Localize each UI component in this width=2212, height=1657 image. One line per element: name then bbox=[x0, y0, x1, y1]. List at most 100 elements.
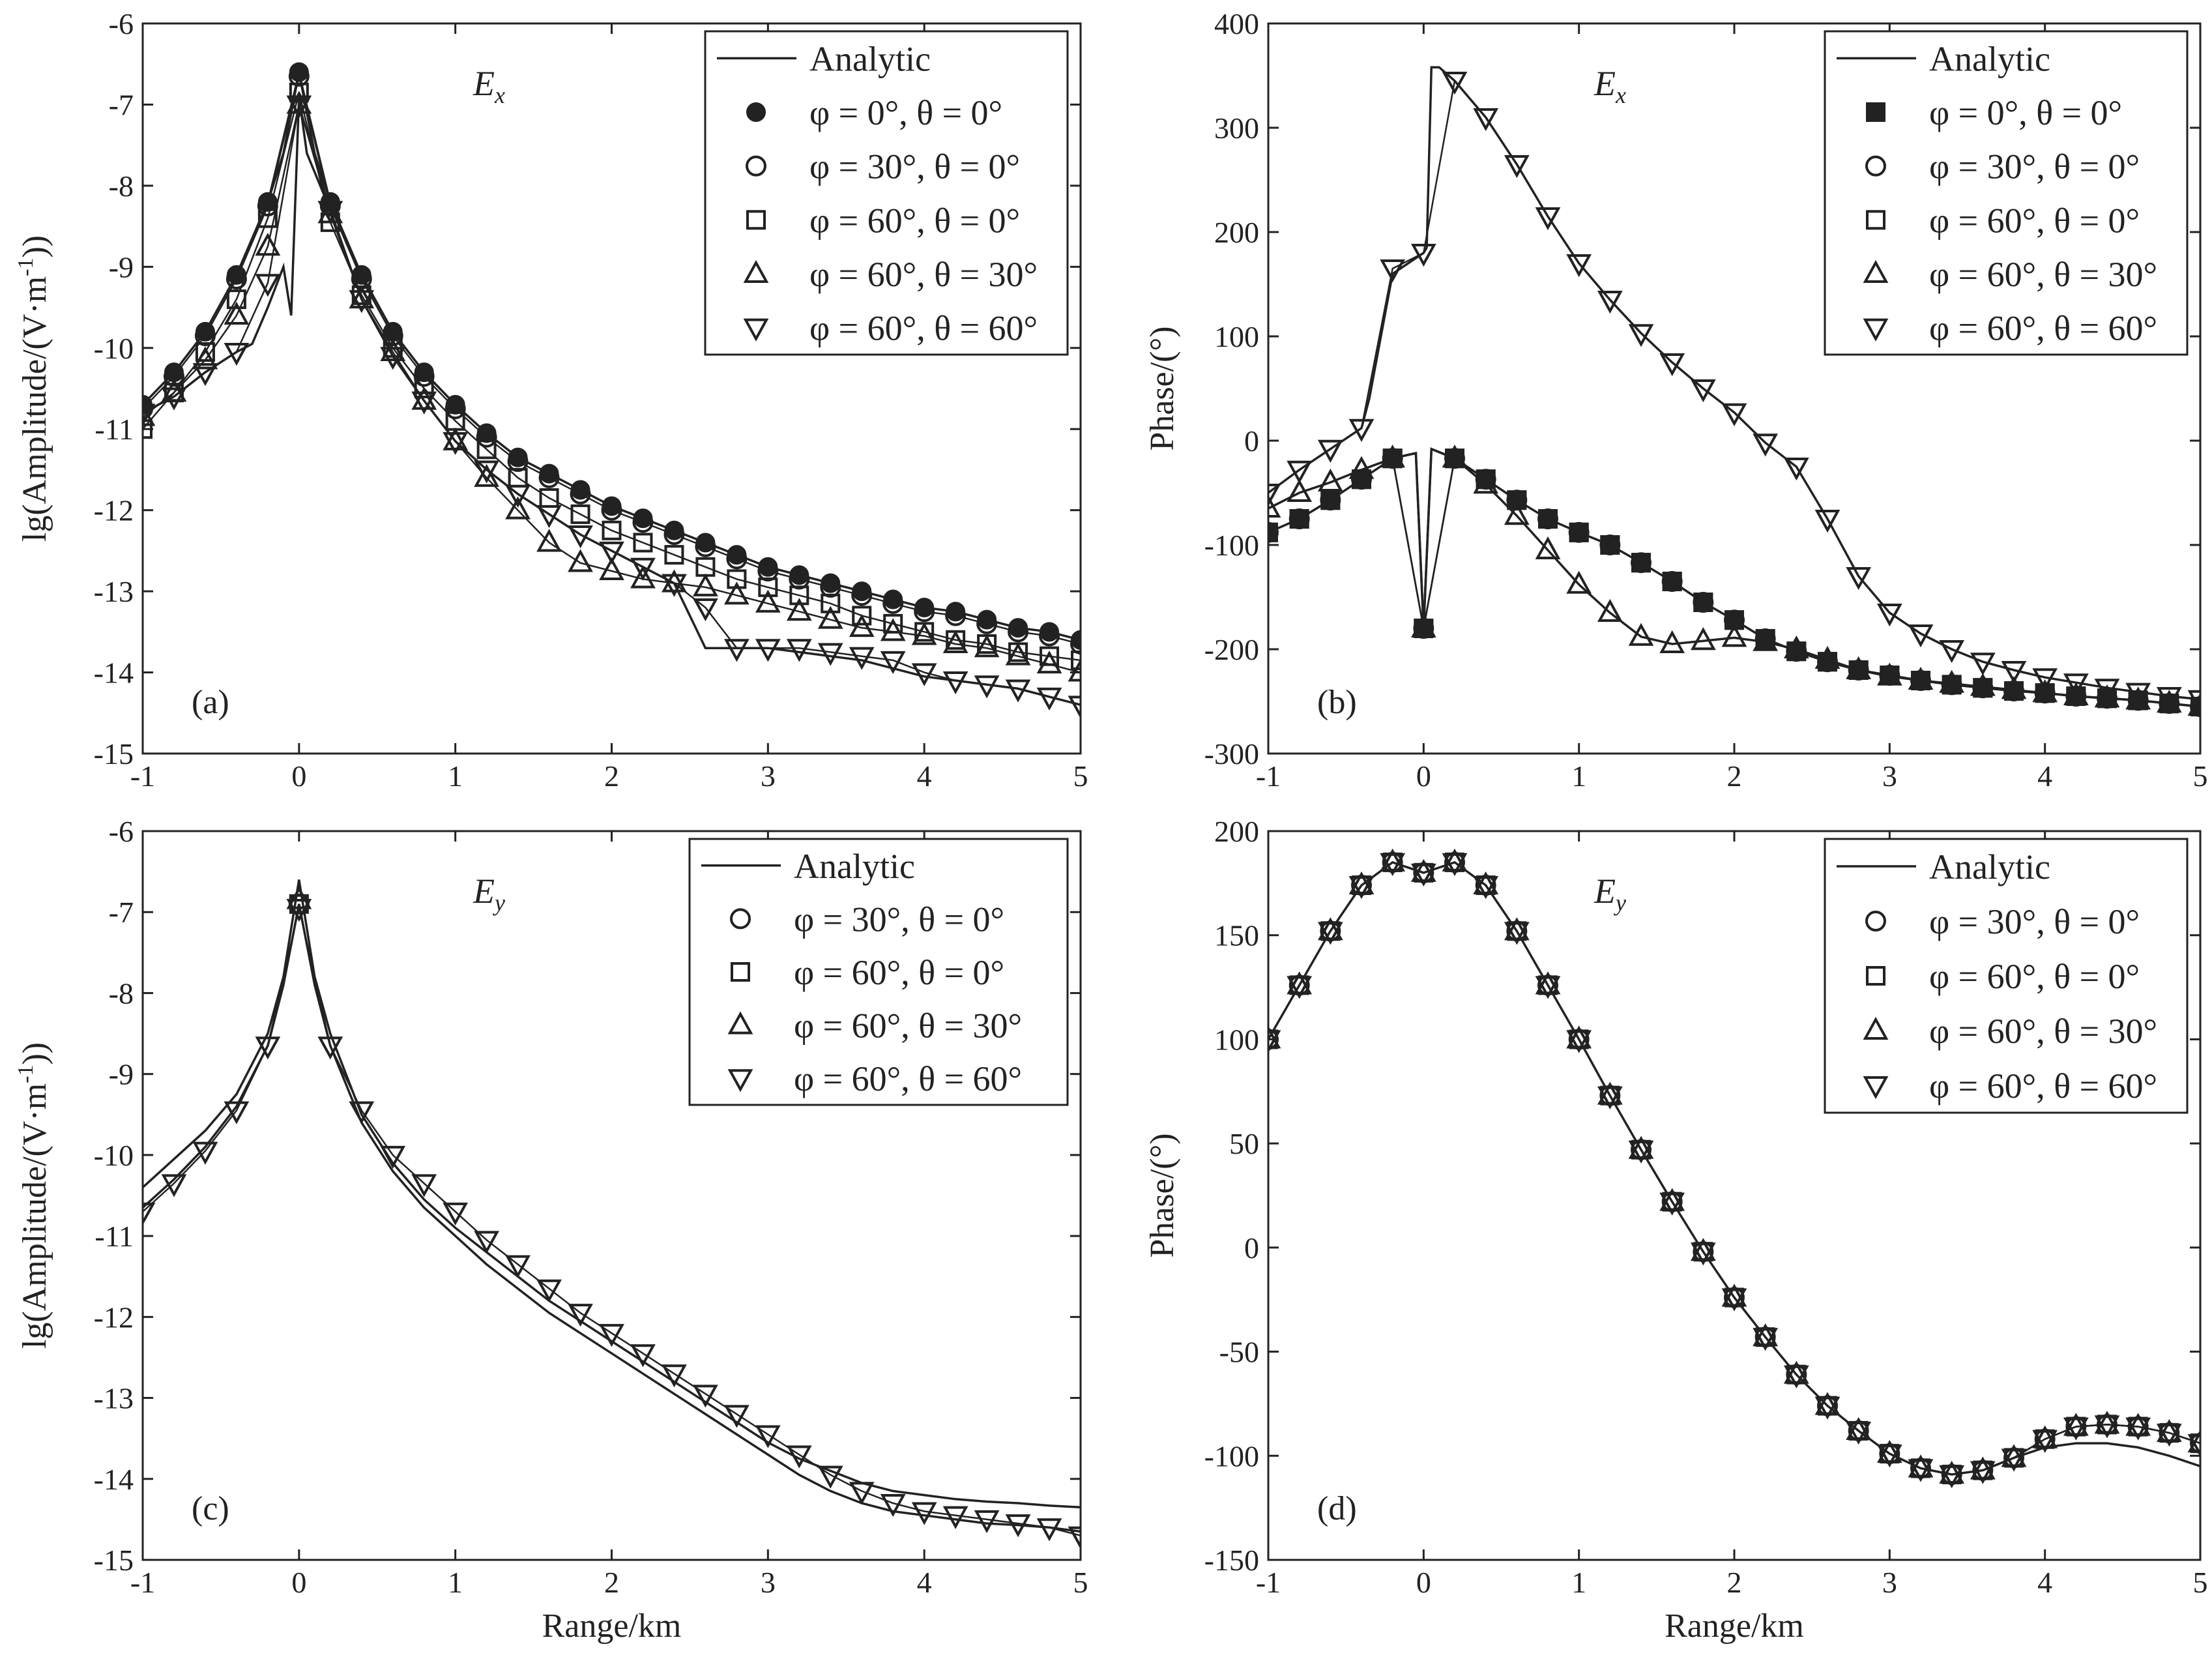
data-point bbox=[1504, 502, 1530, 525]
data-point bbox=[1659, 1192, 1685, 1216]
data-point bbox=[2156, 1424, 2182, 1447]
legend-label: φ = 0°, θ = 0° bbox=[1929, 93, 2122, 132]
data-point bbox=[789, 585, 809, 606]
y-tick-label: 0 bbox=[1244, 424, 1259, 458]
data-point bbox=[1380, 853, 1406, 877]
data-point bbox=[1320, 490, 1341, 510]
legend-marker bbox=[1865, 155, 1886, 177]
data-point bbox=[1348, 876, 1375, 900]
data-point bbox=[1008, 618, 1028, 638]
data-point bbox=[602, 520, 622, 540]
data-point bbox=[505, 484, 531, 508]
data-point bbox=[1753, 1328, 1779, 1351]
y-tick-label: -10 bbox=[94, 1139, 134, 1172]
y-axis-label: lg(Amplitude/(V·m-1)) bbox=[14, 235, 53, 542]
legend-label: φ = 60°, θ = 60° bbox=[1929, 1066, 2157, 1106]
data-point bbox=[536, 1279, 562, 1302]
data-point bbox=[2190, 1433, 2200, 1454]
x-tick-label: -1 bbox=[1256, 1566, 1281, 1599]
legend-marker bbox=[727, 1011, 753, 1034]
series-connector bbox=[143, 76, 1081, 645]
data-point bbox=[1970, 653, 1996, 676]
data-point bbox=[911, 663, 937, 686]
data-point bbox=[2001, 661, 2027, 684]
data-point bbox=[2187, 1434, 2200, 1458]
component-letter: E bbox=[1594, 872, 1616, 911]
data-point bbox=[1659, 630, 1685, 653]
y-tick-label: 300 bbox=[1214, 111, 1259, 145]
data-point bbox=[851, 585, 873, 606]
series-connector bbox=[143, 907, 1081, 1536]
data-point bbox=[570, 504, 590, 524]
series-group bbox=[143, 879, 1081, 1549]
data-point bbox=[662, 574, 687, 597]
panel-a: -1 0 1 2 3 4 5-15-14-13-12-11-10-9-8-7-6lg(Amp… bbox=[14, 7, 1088, 793]
data-point bbox=[755, 1425, 781, 1448]
series-group bbox=[143, 62, 1081, 719]
component-label: Ey bbox=[1594, 872, 1626, 916]
data-point bbox=[1268, 1029, 1278, 1049]
data-point bbox=[349, 1101, 375, 1124]
data-point bbox=[476, 439, 497, 460]
data-point bbox=[2001, 1444, 2027, 1467]
data-point bbox=[349, 290, 375, 314]
data-point bbox=[1442, 853, 1468, 877]
component-label: Ex bbox=[473, 64, 505, 108]
data-point bbox=[1504, 155, 1530, 179]
data-point bbox=[1721, 403, 1747, 426]
data-point bbox=[1317, 468, 1343, 491]
data-point bbox=[599, 1324, 624, 1347]
data-point bbox=[1876, 604, 1902, 627]
data-point bbox=[317, 1036, 343, 1060]
data-point bbox=[974, 634, 1000, 658]
y-tick-label: -6 bbox=[109, 7, 134, 40]
data-point bbox=[2032, 679, 2058, 703]
panel-label: (d) bbox=[1317, 1490, 1357, 1527]
data-point bbox=[786, 639, 812, 662]
data-point bbox=[289, 82, 309, 102]
data-point bbox=[849, 1482, 875, 1505]
legend-label: φ = 60°, θ = 60° bbox=[794, 1059, 1022, 1098]
data-point bbox=[1538, 509, 1558, 529]
data-point bbox=[411, 1174, 437, 1197]
legend-label: φ = 0°, θ = 0° bbox=[809, 93, 1002, 132]
data-point bbox=[852, 606, 872, 626]
x-tick-label: 2 bbox=[604, 1566, 619, 1599]
data-point bbox=[1846, 1416, 1872, 1440]
data-point bbox=[1287, 478, 1313, 502]
data-point bbox=[727, 569, 747, 589]
data-point bbox=[380, 347, 406, 370]
data-point bbox=[1970, 1461, 1996, 1484]
y-axis-label: Phase/(°) bbox=[1144, 1133, 1181, 1257]
data-point bbox=[880, 618, 906, 641]
y-tick-label: 100 bbox=[1214, 1023, 1259, 1056]
data-point bbox=[1535, 976, 1561, 999]
data-point bbox=[2125, 1413, 2151, 1436]
y-tick-label: -15 bbox=[94, 737, 134, 770]
data-point bbox=[1566, 1030, 1592, 1053]
y-axis-label-main: lg(Amplitude/(V·m bbox=[16, 1083, 53, 1349]
data-point bbox=[630, 565, 656, 589]
data-point bbox=[695, 536, 716, 557]
data-point bbox=[723, 581, 749, 605]
data-point bbox=[1970, 673, 1996, 696]
data-point bbox=[2156, 690, 2182, 713]
data-point bbox=[1566, 254, 1592, 278]
data-point bbox=[914, 598, 935, 617]
data-point bbox=[1939, 640, 1965, 664]
x-tick-label: 3 bbox=[761, 759, 776, 793]
data-point bbox=[443, 432, 469, 456]
x-tick-label: 0 bbox=[1416, 1566, 1431, 1599]
data-point bbox=[817, 606, 843, 629]
component-letter: E bbox=[1594, 64, 1616, 103]
legend-marker bbox=[731, 962, 750, 982]
legend-label: φ = 60°, θ = 60° bbox=[1929, 309, 2157, 348]
data-point bbox=[474, 1231, 500, 1254]
y-tick-label: -200 bbox=[1204, 633, 1259, 666]
y-axis-label-main: lg(Amplitude/(V·m bbox=[16, 276, 53, 542]
data-point bbox=[1908, 624, 1934, 648]
data-point bbox=[664, 545, 684, 565]
data-point bbox=[1783, 1360, 1809, 1384]
legend-label: Analytic bbox=[794, 847, 915, 886]
data-point bbox=[817, 1465, 843, 1489]
